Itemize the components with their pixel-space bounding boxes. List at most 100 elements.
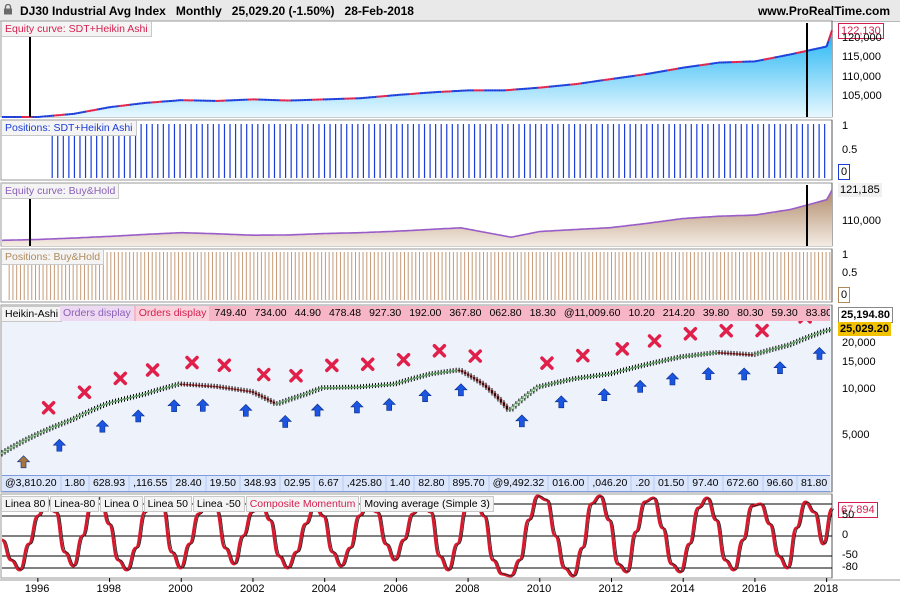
candle-up (24, 438, 28, 441)
candle-up (96, 406, 99, 409)
sell-order-price: 927.30 (369, 307, 402, 319)
buy-signal-arrow (16, 455, 31, 469)
buy-signal-arrow (131, 409, 145, 423)
momentum-indicator-label[interactable]: Composite Momentum (245, 496, 360, 512)
candle-down (481, 382, 485, 386)
candle-up (646, 363, 649, 366)
lock-icon (4, 4, 12, 15)
buy-signal-arrow (633, 379, 647, 393)
buy-signal-arrow (737, 367, 751, 381)
candle-up (57, 423, 61, 426)
momentum-indicator-label[interactable]: Linea 50 (143, 496, 192, 512)
equity-bh-label[interactable]: Equity curve: Buy&Hold (1, 183, 120, 199)
candle-up (126, 397, 129, 400)
buy-order-price: 6.67 (315, 476, 342, 491)
candle-down (257, 393, 261, 396)
candle-up (392, 383, 395, 386)
price-label[interactable]: Heikin-Ashi (1, 306, 63, 322)
equity-sdt-label[interactable]: Equity curve: SDT+Heikin Ashi (1, 21, 152, 37)
momentum-indicator-label[interactable]: Linea 80 (1, 496, 50, 512)
sell-order-price: 39.80 (702, 307, 730, 319)
candle-up (574, 377, 577, 380)
candle-up (302, 393, 306, 396)
candle-down (233, 388, 237, 391)
buy-order-price: 19.50 (206, 476, 239, 491)
candle-up (371, 385, 374, 387)
buy-signal-arrow (454, 383, 468, 397)
positions-bh-label[interactable]: Positions: Buy&Hold (1, 249, 105, 265)
candle-up (442, 371, 446, 373)
candle-up (601, 374, 604, 376)
candle-down (496, 395, 500, 400)
candle-up (598, 374, 601, 377)
buy-signal-arrow (418, 389, 432, 402)
candle-up (693, 354, 697, 357)
candle-up (418, 375, 422, 378)
sell-order-price: 80.30 (737, 307, 764, 319)
candle-up (562, 380, 565, 382)
candle-up (547, 383, 551, 386)
candle-up (21, 440, 25, 443)
candle-up (643, 364, 646, 366)
candle-up (538, 385, 542, 388)
price-tick: 20,000 (842, 337, 876, 350)
candle-up (559, 380, 563, 383)
candle-down (463, 371, 467, 375)
candle-down (179, 383, 183, 386)
candle-up (120, 399, 123, 401)
sell-order-price: 10.20 (628, 307, 655, 319)
momentum-indicator-label[interactable]: Linea-80 (50, 496, 100, 512)
candle-up (123, 398, 126, 400)
candle-up (84, 412, 87, 415)
momentum-indicator-label[interactable]: Linea 0 (100, 496, 143, 512)
momentum-indicator-label[interactable]: Moving average (Simple 3) (360, 496, 494, 512)
candle-down (490, 390, 494, 394)
candle-up (684, 355, 688, 358)
positions-sdt-label[interactable]: Positions: SDT+Heikin Ashi (1, 120, 137, 136)
candle-up (553, 382, 557, 384)
candle-up (105, 402, 108, 405)
orders-display-label-2[interactable]: Orders display (135, 306, 210, 321)
candle-up (544, 384, 548, 387)
equity-bh-last-value: 121,185 (838, 183, 882, 197)
equity-sdt-tick: 115,000 (842, 51, 881, 64)
sell-signal-cross (540, 356, 554, 370)
candle-down (263, 396, 267, 399)
candle-down (726, 352, 730, 355)
candle-up (287, 398, 291, 401)
x-tick-label: 2004 (311, 583, 337, 595)
candle-up (377, 384, 380, 387)
x-tick-label: 2014 (670, 583, 695, 595)
candle-up (771, 348, 775, 351)
candle-up (595, 375, 598, 377)
candle-up (792, 342, 796, 344)
candle-up (616, 371, 619, 373)
candle-up (138, 394, 141, 397)
candle-up (517, 400, 521, 404)
candle-up (649, 362, 652, 365)
candle-up (78, 414, 81, 417)
candle-up (777, 346, 781, 349)
buy-order-price: 82.80 (415, 476, 448, 491)
candle-up (634, 366, 637, 369)
orders-display-label-1[interactable]: Orders display (60, 306, 134, 321)
momentum-indicator-label[interactable]: Linea -50 (192, 496, 245, 512)
candle-up (801, 338, 805, 341)
candle-up (768, 349, 772, 351)
candle-up (356, 386, 359, 389)
momentum-tick: -50 (842, 549, 858, 561)
candle-down (230, 388, 234, 390)
x-tick-label: 2006 (383, 583, 408, 595)
candle-up (445, 370, 449, 373)
sell-order-price: 44.90 (294, 307, 321, 319)
candle-down (717, 352, 721, 354)
candle-up (583, 376, 586, 379)
x-tick-label: 2008 (455, 583, 480, 595)
buy-order-price: ,046.20 (589, 476, 631, 491)
equity-sdt-segment (829, 30, 833, 37)
buy-order-prices: @3,810.20 1.80 628.93,116.55 28.40 19.50 348.… (2, 476, 830, 491)
candle-down (735, 353, 739, 355)
candle-up (278, 402, 282, 404)
candle-up (532, 388, 536, 392)
candle-up (27, 437, 31, 440)
